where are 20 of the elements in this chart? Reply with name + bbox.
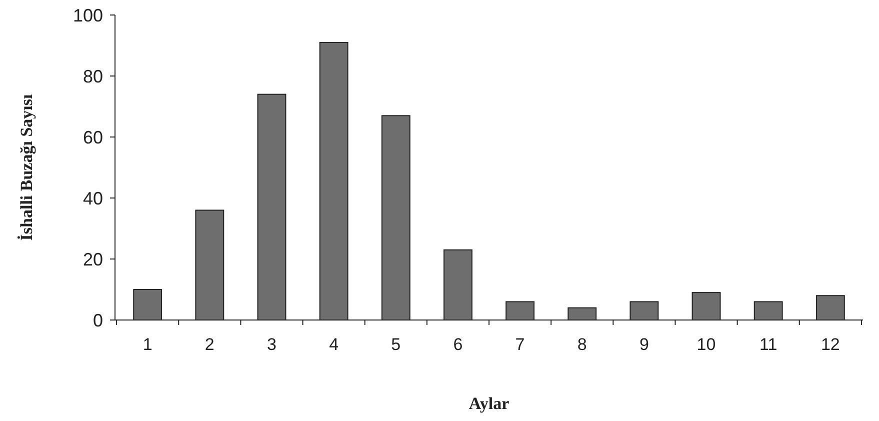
x-tick-label: 10 [696, 335, 716, 354]
x-tick-label: 12 [820, 335, 840, 354]
y-axis-title: İshalli Buzağı Sayısı [17, 94, 36, 241]
y-tick-label: 0 [92, 310, 103, 330]
x-axis-title: Aylar [468, 394, 510, 413]
y-tick-label: 40 [82, 188, 103, 208]
y-tick-label: 80 [82, 66, 103, 86]
y-tick-label: 20 [82, 249, 103, 270]
x-tick-label: 4 [329, 335, 339, 354]
x-tick-label: 9 [639, 335, 649, 354]
y-tick-label: 60 [82, 127, 103, 148]
x-tick-label: 1 [142, 335, 152, 354]
x-tick-label: 6 [453, 335, 463, 354]
x-tick-label: 5 [391, 335, 401, 354]
x-tick-label: 2 [204, 335, 214, 354]
x-tick-label: 3 [267, 335, 276, 354]
x-tick-label: 11 [760, 335, 778, 354]
y-tick-label: 100 [72, 5, 103, 26]
x-tick-label: 7 [515, 335, 525, 354]
x-tick-label: 8 [577, 335, 587, 354]
